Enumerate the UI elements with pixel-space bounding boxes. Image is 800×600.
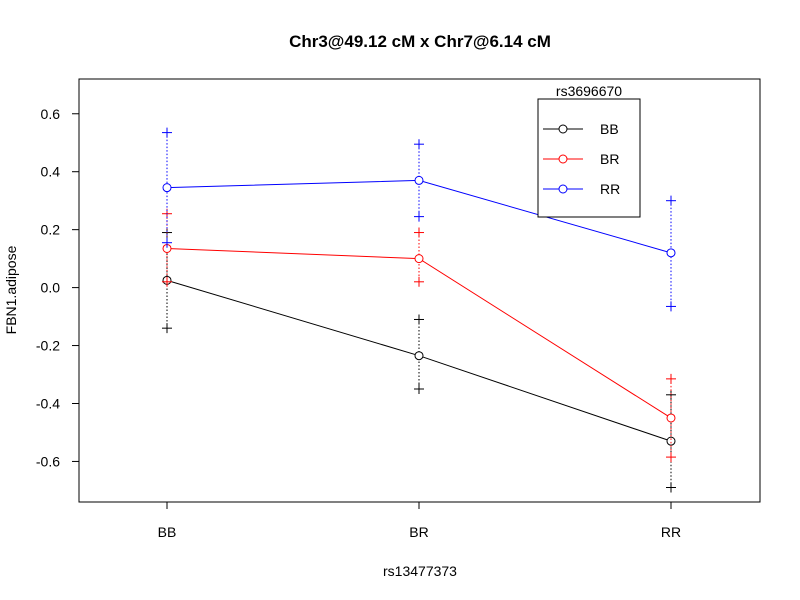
axes: -0.6 -0.4 -0.2 0.0 0.2 0.4 0.6 BB BR RR [36,106,681,540]
data-point [666,413,676,423]
series-rr [162,127,676,312]
upper-bound-marker [666,195,676,206]
lower-bound-marker [162,237,172,248]
series-br [162,208,676,463]
upper-bound-marker [666,389,676,400]
lower-bound-marker [666,482,676,493]
legend-title: rs3696670 [556,83,622,99]
upper-bound-marker [666,373,676,384]
upper-bound-marker [414,314,424,325]
data-point [162,183,172,193]
legend-item-bb: BB [543,121,619,137]
legend-label: BB [600,121,619,137]
series-line [166,279,672,442]
y-tick-label: 0.6 [41,106,61,122]
upper-bound-marker [162,127,172,138]
data-point [414,175,424,185]
upper-bound-marker [414,139,424,150]
legend: rs3696670 BB BR RR [537,83,641,218]
legend-marker [558,154,568,164]
x-axis-label: rs13477373 [383,563,457,579]
lower-bound-marker [666,301,676,312]
y-axis-label: FBN1.adipose [3,245,19,334]
legend-label: RR [600,181,620,197]
x-tick-label: BB [158,524,177,540]
lower-bound-marker [414,211,424,222]
x-tick-label: RR [661,524,681,540]
y-tick-label: -0.2 [36,338,60,354]
legend-item-br: BR [543,151,619,167]
y-tick-label: -0.4 [36,395,60,411]
lower-bound-marker [414,276,424,287]
lower-bound-marker [666,452,676,463]
series-bb [162,227,676,493]
data-point [666,436,676,446]
data-point [414,351,424,361]
legend-marker [558,124,568,134]
lower-bound-marker [162,323,172,334]
y-tick-label: 0.2 [41,222,61,238]
legend-label: BR [600,151,619,167]
upper-bound-marker [414,227,424,238]
legend-marker [558,184,568,194]
data-point [414,254,424,264]
series-layer [162,127,676,493]
y-tick-label: 0.0 [41,280,61,296]
chart-title: Chr3@49.12 cM x Chr7@6.14 cM [289,32,551,51]
legend-item-rr: RR [543,181,620,197]
data-point [666,248,676,258]
lower-bound-marker [162,276,172,287]
lower-bound-marker [414,384,424,395]
y-tick-label: -0.6 [36,453,60,469]
x-tick-label: BR [409,524,428,540]
y-tick-label: 0.4 [41,164,61,180]
legend-box [537,98,641,218]
